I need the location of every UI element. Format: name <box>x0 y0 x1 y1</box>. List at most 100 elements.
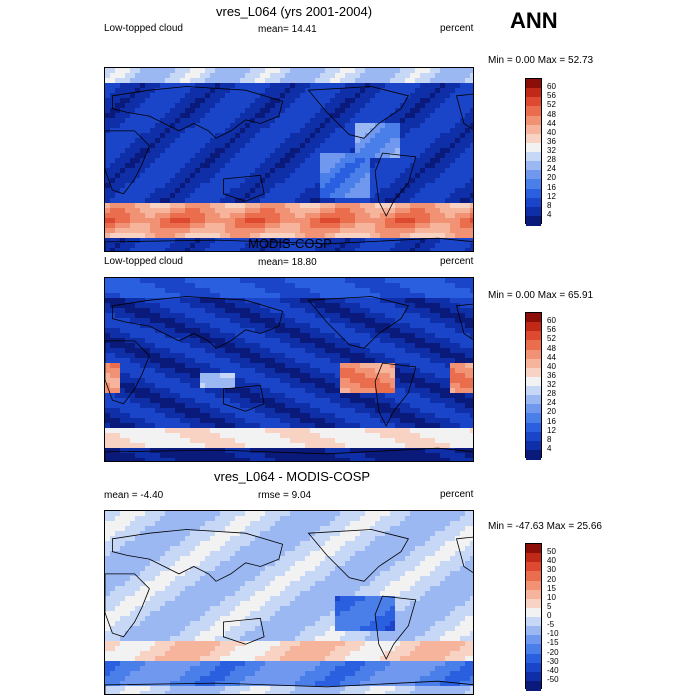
colorbar-tick-label: 48 <box>547 343 556 353</box>
continent-outline <box>105 340 150 405</box>
colorbar-segment <box>526 617 541 627</box>
continent-outline <box>307 529 410 582</box>
colorbar-segment <box>526 422 541 433</box>
colorbar-segment <box>526 413 541 423</box>
colorbar-segment <box>526 449 541 460</box>
colorbar-tick-label: 36 <box>547 136 556 146</box>
colorbar-segment <box>526 106 541 116</box>
colorbar-segment <box>526 635 541 645</box>
panel-1-variable: Low-topped cloud <box>104 23 183 34</box>
colorbar-tick-label: 52 <box>547 334 556 344</box>
continent-outline <box>105 680 473 694</box>
colorbar-segment <box>526 562 541 572</box>
continent-outline <box>307 296 410 349</box>
continent-outline <box>374 595 417 660</box>
colorbar-tick-label: 32 <box>547 380 556 389</box>
colorbar-segment <box>526 440 541 451</box>
panel-3-mean: mean = -4.40 <box>104 490 164 501</box>
panel-1-mean: mean= 14.41 <box>258 24 317 35</box>
colorbar-segment <box>526 142 541 153</box>
colorbar-tick-label: 44 <box>547 352 556 362</box>
continent-outline <box>112 529 284 582</box>
continent-outline <box>105 130 150 195</box>
panel-2-mean: mean= 18.80 <box>258 257 317 268</box>
colorbar-tick-label: 56 <box>547 91 556 101</box>
colorbar-tick-label: 30 <box>547 565 556 575</box>
panel-2-units: percent <box>440 256 474 267</box>
continent-outline <box>307 86 410 139</box>
colorbar-tick-label: -15 <box>547 638 559 648</box>
panel-2-title: MODIS-COSP <box>248 236 332 251</box>
field-cells <box>105 278 473 461</box>
colorbar-segment <box>526 626 541 636</box>
colorbar-segment <box>526 179 541 189</box>
colorbar-tick-label: 60 <box>547 316 556 326</box>
panel-3-rmse: rmse = 9.04 <box>258 490 312 501</box>
colorbar-segment <box>526 431 541 442</box>
panel-2-map <box>104 277 474 462</box>
panel-1-minmax: Min = 0.00 Max = 52.73 <box>488 55 594 66</box>
colorbar-segment <box>526 571 541 581</box>
field-cells <box>105 68 473 251</box>
colorbar-segment <box>526 589 541 600</box>
coastline <box>105 296 473 461</box>
panel-2-variable: Low-topped cloud <box>104 256 183 267</box>
colorbar-segment <box>526 188 541 199</box>
colorbar-segment <box>526 544 541 554</box>
colorbar-tick-label: 4 <box>547 209 552 219</box>
continent-outline <box>223 174 265 202</box>
colorbar-segment <box>526 340 541 350</box>
panel-1-colorbar: 60 56 52 48 44 40 36 32 28 24 20 16 12 8 4 <box>525 78 556 226</box>
colorbar-segment <box>526 88 541 98</box>
colorbar-segment <box>526 386 541 396</box>
continent-outline <box>105 447 473 461</box>
colorbar-segment <box>526 79 541 89</box>
colorbar-tick-label: 16 <box>547 182 556 192</box>
continent-outline <box>455 536 473 574</box>
colorbar-segment <box>526 206 541 217</box>
panel-1-title: vres_L064 (yrs 2001-2004) <box>216 4 373 19</box>
colorbar-tick-label: 40 <box>547 556 556 566</box>
colorbar-tick-label: 4 <box>547 443 552 453</box>
colorbar-segment <box>526 115 541 126</box>
panel-3-units: percent <box>440 489 474 500</box>
colorbar-tick-label: 28 <box>547 155 556 165</box>
colorbar-tick-label: -30 <box>547 656 559 666</box>
panel-1-map <box>104 67 474 252</box>
colorbar-tick-label: 28 <box>547 389 556 399</box>
colorbar-tick-label: 48 <box>547 109 556 119</box>
colorbar-segment <box>526 331 541 341</box>
colorbar-tick-label: 40 <box>547 127 556 137</box>
colorbar-segment <box>526 376 541 387</box>
colorbar-segment <box>526 358 541 369</box>
colorbar-tick-label: 12 <box>547 191 556 201</box>
colorbar-tick-label: -10 <box>547 629 559 639</box>
colorbar-segment <box>526 653 541 664</box>
panel-2-colorbar: 60 56 52 48 44 40 36 32 28 24 20 16 12 8 4 <box>525 312 556 460</box>
colorbar-segment <box>526 404 541 414</box>
colorbar-tick-label: 50 <box>547 547 556 557</box>
colorbar-tick-label: 8 <box>547 200 552 210</box>
colorbar-segment <box>526 662 541 673</box>
continent-outline <box>223 617 265 645</box>
colorbar-tick-label: 20 <box>547 574 556 584</box>
colorbar-tick-label: 24 <box>547 398 556 408</box>
colorbar-segment <box>526 349 541 360</box>
continent-outline <box>455 303 473 341</box>
colorbar-tick-label: 5 <box>547 601 552 611</box>
coastline <box>105 529 473 694</box>
colorbar-tick-label: 20 <box>547 173 556 183</box>
colorbar-frame <box>525 312 542 460</box>
colorbar-segment <box>526 170 541 180</box>
colorbar-frame <box>525 543 542 691</box>
coastline <box>105 86 473 251</box>
colorbar-segment <box>526 553 541 563</box>
colorbar-segment <box>526 215 541 226</box>
panel-3-map <box>104 510 474 695</box>
colorbar-segment <box>526 644 541 654</box>
colorbar-segment <box>526 152 541 162</box>
colorbar-tick-label: 0 <box>547 611 552 620</box>
colorbar-tick-label: 56 <box>547 325 556 335</box>
panel-2-minmax: Min = 0.00 Max = 65.91 <box>488 290 594 301</box>
colorbar-tick-label: -20 <box>547 647 559 657</box>
